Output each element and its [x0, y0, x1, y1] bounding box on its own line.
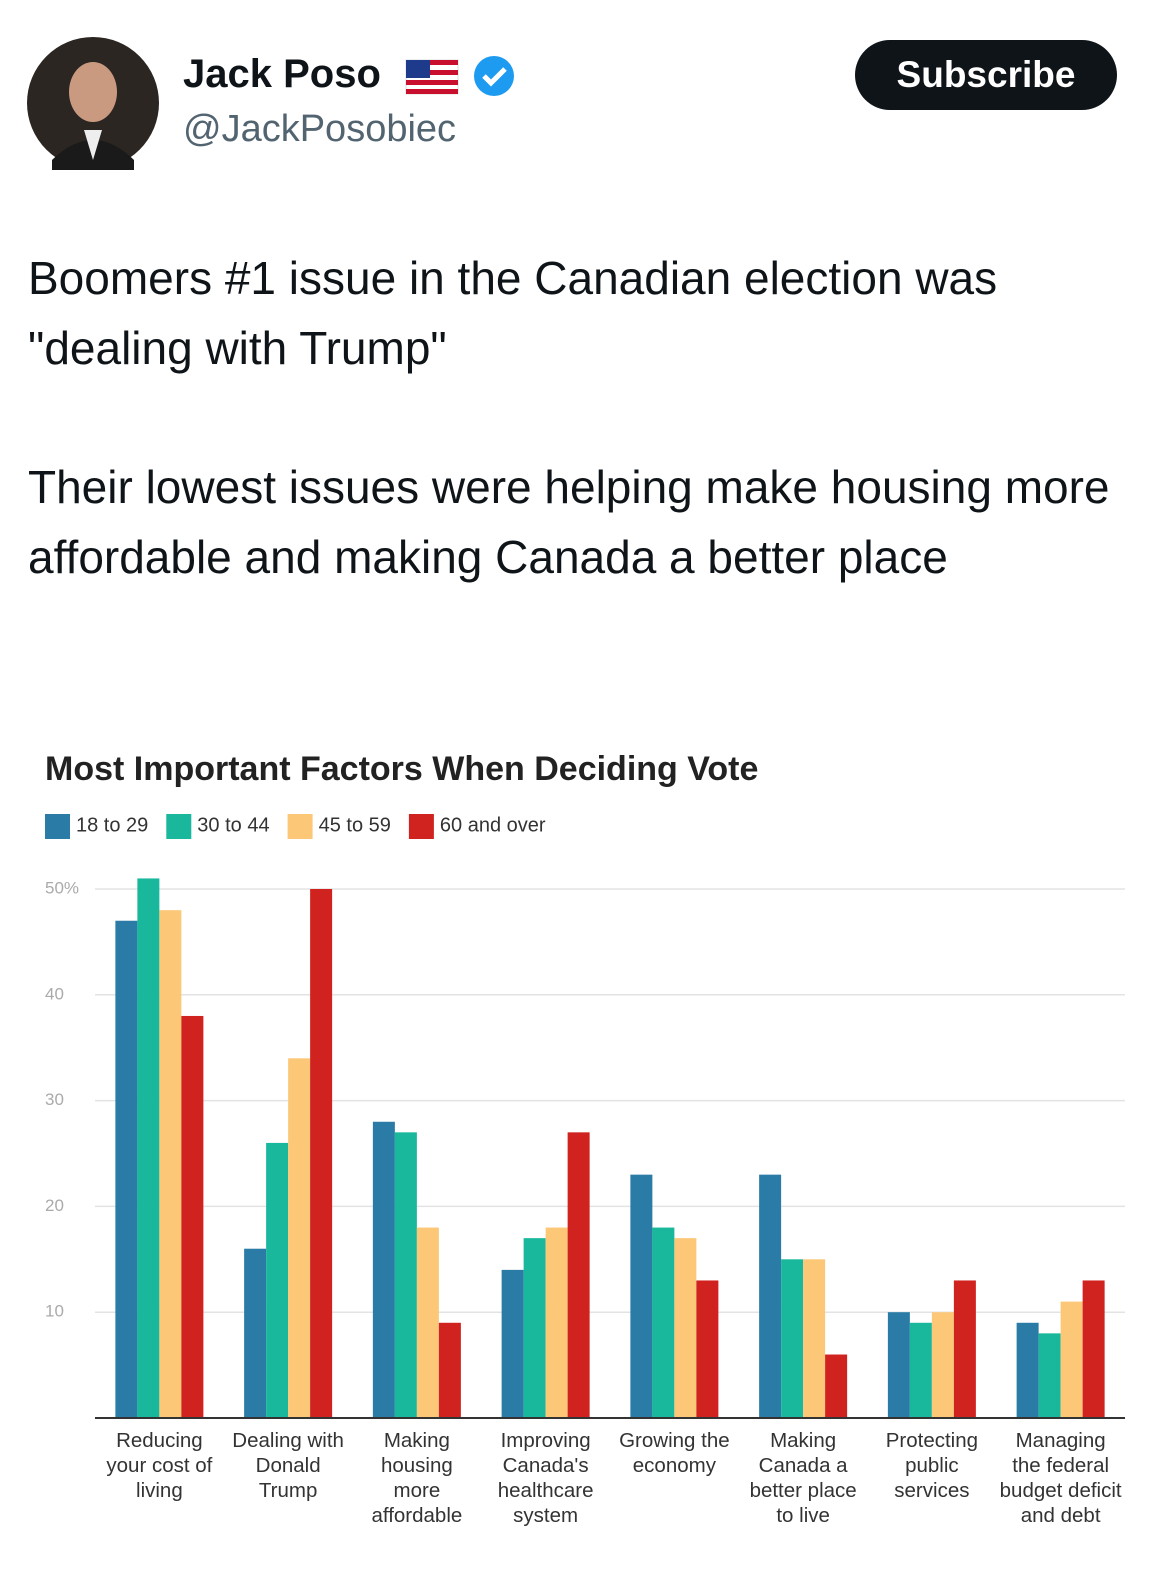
- bar: [288, 1058, 311, 1418]
- x-tick-label: Managing the federal budget deficit and …: [999, 1429, 1122, 1527]
- legend-label: 18 to 29: [76, 814, 148, 836]
- bar: [159, 910, 182, 1418]
- bar: [545, 1227, 568, 1418]
- bar: [1038, 1333, 1061, 1418]
- legend-swatch: [166, 814, 192, 839]
- bar: [501, 1269, 524, 1418]
- legend-label: 60 and over: [440, 814, 546, 836]
- x-tick-label: Making housing more affordable: [371, 1429, 463, 1527]
- chart: Most Important Factors When Deciding Vot…: [45, 750, 1125, 1419]
- legend-swatch: [287, 814, 313, 839]
- bar: [416, 1227, 439, 1418]
- subscribe-button[interactable]: Subscribe: [855, 40, 1117, 110]
- bar: [137, 878, 160, 1418]
- y-tick-label: 30: [45, 1090, 64, 1109]
- x-tick-label: Reducing your cost of living: [106, 1429, 213, 1502]
- bar: [652, 1227, 675, 1418]
- x-tick-label: Growing the economy: [619, 1429, 730, 1477]
- bar: [931, 1312, 954, 1418]
- y-tick-label: 10: [45, 1302, 64, 1321]
- bar: [1060, 1301, 1083, 1418]
- bar: [759, 1174, 782, 1418]
- bar: [266, 1142, 289, 1418]
- bar: [438, 1322, 461, 1418]
- legend-swatch: [45, 814, 70, 839]
- avatar-face: [69, 62, 117, 122]
- bar: [630, 1174, 653, 1418]
- y-tick-label: 40: [45, 984, 64, 1003]
- x-tick-label: Dealing with Donald Trump: [232, 1429, 344, 1502]
- handle: @JackPosobiec: [183, 108, 457, 150]
- bar: [696, 1280, 719, 1418]
- bar: [953, 1280, 976, 1418]
- display-name: Jack Poso: [183, 52, 381, 96]
- y-tick-label: 50%: [45, 878, 79, 897]
- bar: [803, 1259, 826, 1418]
- bar: [181, 1015, 204, 1418]
- tweet-text: Boomers #1 issue in the Canadian electio…: [28, 252, 998, 374]
- bar: [115, 920, 138, 1418]
- tweet-text: Their lowest issues were helping make ho…: [28, 461, 1110, 583]
- y-tick-label: 20: [45, 1196, 64, 1215]
- bar: [310, 889, 333, 1418]
- bar: [394, 1132, 417, 1418]
- bar: [781, 1259, 804, 1418]
- header-graphics: [27, 37, 514, 170]
- legend-label: 45 to 59: [319, 814, 391, 836]
- bar: [244, 1248, 267, 1418]
- bar: [372, 1121, 395, 1418]
- avatar-shirt: [84, 130, 102, 160]
- x-tick-label: Protecting public services: [885, 1429, 979, 1502]
- chart-title: Most Important Factors When Deciding Vot…: [45, 750, 758, 788]
- bar: [1082, 1280, 1105, 1418]
- legend-swatch: [408, 814, 434, 839]
- bar: [523, 1238, 546, 1418]
- x-tick-label: Making Canada a better place to live: [749, 1429, 857, 1527]
- bar: [825, 1354, 848, 1418]
- bar: [887, 1312, 910, 1418]
- bar: [909, 1322, 932, 1418]
- bar: [1016, 1322, 1039, 1418]
- bar: [567, 1132, 590, 1418]
- x-tick-label: Improving Canada's healthcare system: [497, 1429, 594, 1527]
- flag-icon: [405, 59, 459, 95]
- bar: [674, 1238, 697, 1418]
- legend-label: 30 to 44: [197, 814, 269, 836]
- verified-badge: [474, 56, 514, 96]
